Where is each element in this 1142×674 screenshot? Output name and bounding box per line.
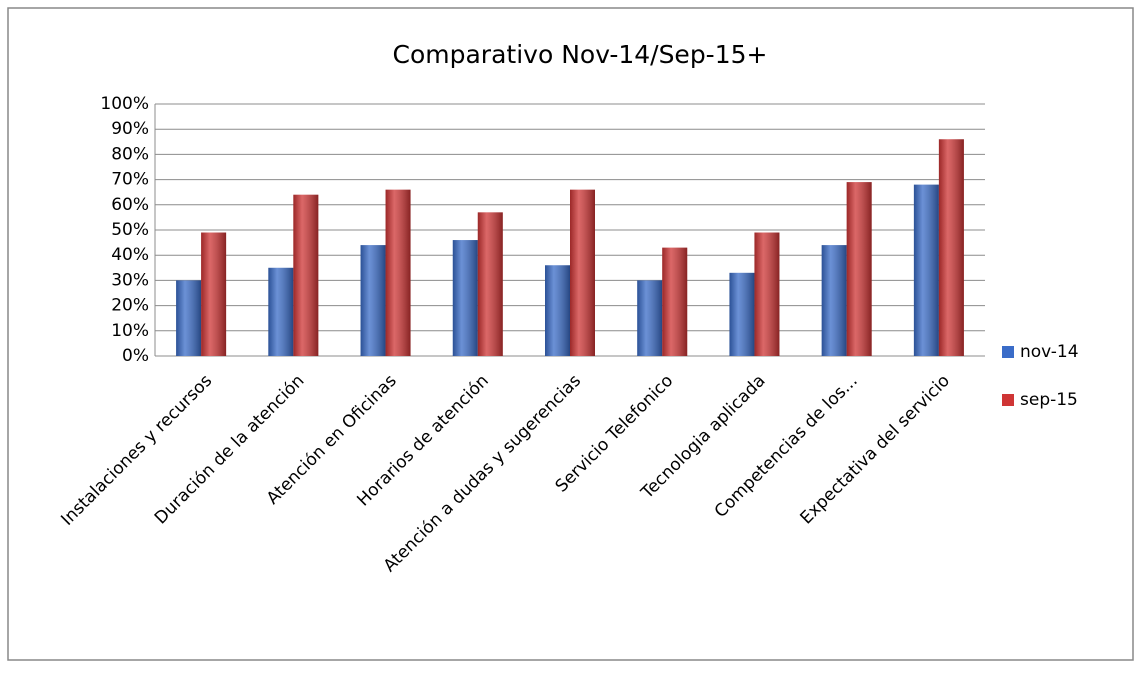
bar <box>729 272 755 356</box>
y-tick-label: 30% <box>111 270 149 290</box>
y-tick-label: 20% <box>111 296 149 316</box>
bar <box>385 189 411 356</box>
bar <box>176 280 202 356</box>
bar <box>201 232 227 356</box>
bar <box>754 232 780 356</box>
bar <box>662 247 688 356</box>
legend-swatch <box>1002 346 1014 358</box>
chart-title: Comparativo Nov-14/Sep-15+ <box>393 40 768 69</box>
bar <box>452 240 478 356</box>
y-tick-label: 40% <box>111 245 149 265</box>
legend-swatch <box>1002 394 1014 406</box>
legend-label: nov-14 <box>1020 342 1079 362</box>
y-tick-label: 80% <box>111 144 149 164</box>
bar <box>545 265 570 356</box>
bar <box>938 139 964 356</box>
y-tick-label: 90% <box>111 119 149 139</box>
y-tick-label: 0% <box>122 346 149 366</box>
bar <box>846 182 872 356</box>
bar <box>360 245 386 356</box>
bar <box>293 194 319 356</box>
bar <box>913 184 939 356</box>
bar <box>637 280 663 356</box>
bar <box>821 245 847 356</box>
legend-label: sep-15 <box>1020 390 1078 410</box>
bar <box>268 267 294 356</box>
bar <box>477 212 503 356</box>
y-tick-label: 70% <box>111 170 149 190</box>
y-tick-label: 60% <box>111 195 149 215</box>
y-tick-label: 50% <box>111 220 149 240</box>
y-tick-label: 100% <box>100 94 149 114</box>
y-tick-label: 10% <box>111 321 149 341</box>
bar <box>570 189 595 356</box>
